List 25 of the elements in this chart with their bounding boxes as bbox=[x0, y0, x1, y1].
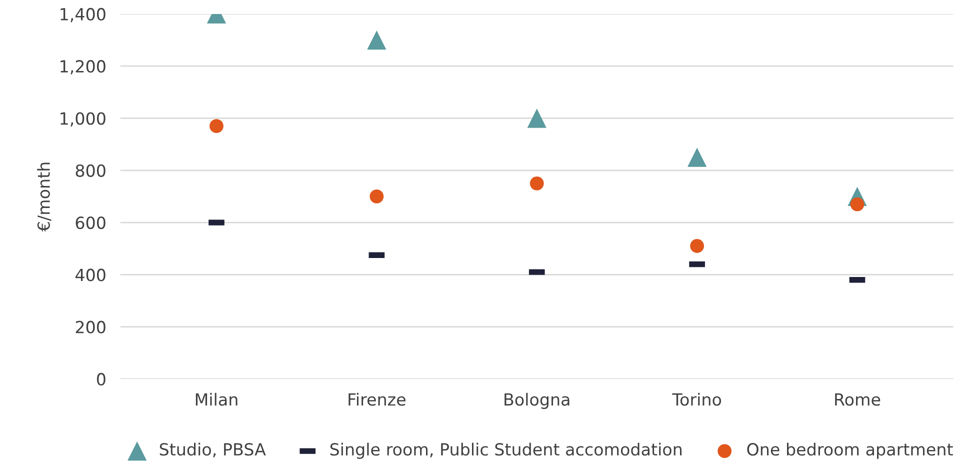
legend-label: Studio, PBSA bbox=[160, 442, 266, 458]
point bbox=[687, 148, 707, 167]
y-tick-label: 200 bbox=[76, 320, 106, 334]
y-tick-label: 1,400 bbox=[60, 8, 106, 22]
point bbox=[850, 197, 864, 212]
legend-label: One bedroom apartment bbox=[747, 442, 953, 459]
point bbox=[370, 190, 384, 204]
point bbox=[210, 119, 224, 134]
legend-label: Single room, Public Student accomodation bbox=[330, 442, 682, 459]
x-tick-label: Torino bbox=[672, 392, 722, 406]
point bbox=[527, 108, 546, 128]
y-tick-label: 0 bbox=[96, 372, 106, 386]
x-tick-label: Firenze bbox=[348, 392, 406, 406]
y-tick-label: 400 bbox=[75, 268, 106, 282]
x-tick-label: Milan bbox=[196, 392, 238, 406]
y-tick-label: 1,000 bbox=[60, 112, 106, 127]
y-tick-label: 600 bbox=[76, 216, 106, 230]
y-tick-label: 800 bbox=[76, 164, 106, 177]
y-axis-title: €/month bbox=[37, 162, 52, 232]
point bbox=[690, 239, 704, 253]
point bbox=[367, 30, 386, 50]
point bbox=[530, 176, 544, 190]
x-tick-label: Rome bbox=[835, 393, 880, 406]
x-tick-label: Bologna bbox=[504, 392, 570, 409]
y-tick-label: 1,200 bbox=[60, 60, 106, 74]
